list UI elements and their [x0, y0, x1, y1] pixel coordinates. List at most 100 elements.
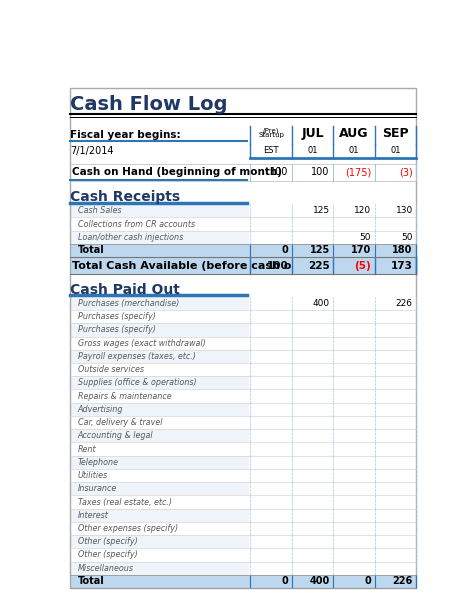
Text: 0: 0 [282, 577, 288, 586]
Text: 226: 226 [396, 299, 413, 308]
Bar [250, 562, 417, 575]
Text: 226: 226 [392, 577, 413, 586]
Text: Cash Sales: Cash Sales [78, 206, 121, 216]
Bar [250, 469, 417, 482]
Bar [70, 562, 248, 575]
Text: 400: 400 [313, 299, 330, 308]
Bar [250, 389, 417, 403]
Text: Supplies (office & operations): Supplies (office & operations) [78, 378, 196, 387]
Bar [70, 324, 248, 336]
Text: 170: 170 [351, 246, 371, 255]
Text: Cash Flow Log: Cash Flow Log [70, 95, 228, 114]
Bar [70, 350, 248, 363]
Bar [70, 217, 248, 231]
Text: (175): (175) [345, 168, 371, 177]
Text: Loan/other cash injections: Loan/other cash injections [78, 233, 183, 242]
Bar [250, 336, 417, 350]
Text: Other expenses (specify): Other expenses (specify) [78, 524, 178, 533]
Text: 0: 0 [282, 246, 288, 255]
Text: Telephone: Telephone [78, 458, 119, 467]
Bar [250, 456, 417, 469]
Bar [250, 204, 417, 217]
Text: Purchases (specify): Purchases (specify) [78, 312, 156, 321]
Bar [70, 257, 417, 274]
Text: Utilities: Utilities [78, 471, 108, 480]
Bar [250, 495, 417, 508]
Text: 400: 400 [310, 577, 330, 586]
Text: 01: 01 [307, 146, 318, 155]
Text: 7/1/2014: 7/1/2014 [70, 146, 114, 156]
Bar [70, 548, 248, 562]
Text: 173: 173 [391, 260, 413, 271]
Bar [70, 508, 248, 522]
Text: Cash Receipts: Cash Receipts [70, 190, 180, 204]
Text: SEP: SEP [382, 126, 409, 139]
Text: 180: 180 [392, 246, 413, 255]
Text: Rent: Rent [78, 445, 96, 454]
Text: Purchases (specify): Purchases (specify) [78, 325, 156, 335]
Bar [250, 548, 417, 562]
Text: 225: 225 [308, 260, 330, 271]
Bar [70, 482, 248, 495]
Bar [70, 204, 248, 217]
Bar [70, 376, 248, 389]
Text: Payroll expenses (taxes, etc.): Payroll expenses (taxes, etc.) [78, 352, 196, 361]
Text: Fiscal year begins:: Fiscal year begins: [70, 130, 181, 139]
Bar [70, 429, 248, 443]
Text: Insurance: Insurance [78, 484, 117, 493]
Bar [250, 416, 417, 429]
Text: 01: 01 [349, 146, 360, 155]
Text: 0: 0 [364, 577, 371, 586]
Text: 50: 50 [360, 233, 371, 242]
Bar [70, 297, 248, 310]
Bar [70, 456, 248, 469]
Text: Other (specify): Other (specify) [78, 537, 138, 546]
Bar [250, 403, 417, 416]
Bar [70, 336, 248, 350]
Text: Purchases (merchandise): Purchases (merchandise) [78, 299, 179, 308]
Text: EST: EST [263, 146, 279, 155]
Text: 100: 100 [270, 168, 288, 177]
Bar [70, 310, 248, 324]
Text: Taxes (real estate, etc.): Taxes (real estate, etc.) [78, 497, 172, 507]
Text: (5): (5) [354, 260, 371, 271]
Text: Other (specify): Other (specify) [78, 551, 138, 559]
Text: Miscellaneous: Miscellaneous [78, 564, 134, 573]
Bar [70, 231, 248, 244]
Bar [70, 244, 417, 257]
Text: Cash Paid Out: Cash Paid Out [70, 282, 180, 297]
Text: Startup: Startup [258, 132, 284, 138]
Text: Collections from CR accounts: Collections from CR accounts [78, 220, 195, 228]
Bar [250, 508, 417, 522]
Text: Total: Total [78, 246, 104, 255]
Text: 125: 125 [310, 246, 330, 255]
Bar [250, 443, 417, 456]
Text: JUL: JUL [301, 126, 324, 139]
Bar [70, 443, 248, 456]
Text: 125: 125 [313, 206, 330, 216]
Bar [70, 522, 248, 535]
Text: AUG: AUG [340, 126, 369, 139]
Bar [250, 522, 417, 535]
Bar [70, 403, 248, 416]
Bar [70, 495, 248, 508]
Bar [250, 482, 417, 495]
Bar [250, 297, 417, 310]
Text: 100: 100 [266, 260, 288, 271]
Bar [250, 217, 417, 231]
Bar [250, 376, 417, 389]
Text: 100: 100 [311, 168, 330, 177]
Bar [70, 535, 248, 548]
Bar [70, 363, 248, 376]
Text: 50: 50 [401, 233, 413, 242]
Bar [250, 231, 417, 244]
Bar [70, 469, 248, 482]
Text: Total Cash Available (before cash o: Total Cash Available (before cash o [72, 260, 292, 271]
Text: (3): (3) [399, 168, 413, 177]
Text: Interest: Interest [78, 511, 109, 520]
Bar [250, 429, 417, 443]
Bar [70, 416, 248, 429]
Bar [250, 350, 417, 363]
Bar [250, 324, 417, 336]
Text: Cash on Hand (beginning of month): Cash on Hand (beginning of month) [72, 168, 282, 177]
